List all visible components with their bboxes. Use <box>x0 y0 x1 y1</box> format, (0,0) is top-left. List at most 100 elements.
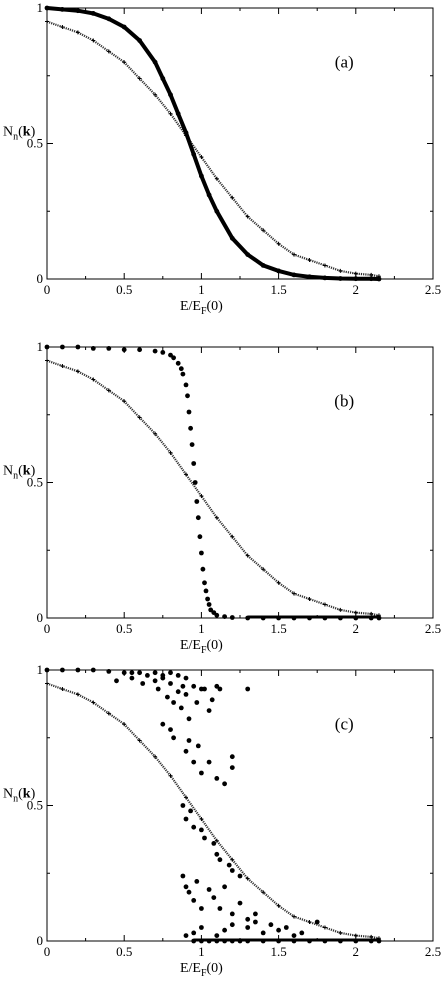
dot-point <box>121 24 127 30</box>
dot-point <box>314 919 320 925</box>
dot-point <box>222 927 228 933</box>
dot-point <box>183 130 189 136</box>
dot-point <box>180 803 186 808</box>
plus-point <box>322 602 327 607</box>
dot-point <box>229 868 235 873</box>
dot-point <box>245 615 251 621</box>
plus-point <box>60 24 65 29</box>
y-axis-label-sub: n <box>13 131 18 142</box>
panel-label: (a) <box>335 53 354 72</box>
dot-point <box>307 615 312 621</box>
dot-point <box>291 272 297 278</box>
dot-point <box>152 348 158 354</box>
dot-point <box>197 534 203 540</box>
dot-point <box>90 346 96 351</box>
dot-point <box>245 252 251 257</box>
y-tick-label: 0 <box>37 933 44 948</box>
y-tick-label: 0.5 <box>27 136 43 151</box>
dot-point <box>283 925 289 930</box>
y-axis-label-close: ) <box>31 786 36 801</box>
plus-point <box>369 272 374 277</box>
dot-point <box>194 499 200 504</box>
series-1 <box>45 19 381 279</box>
panel-label: (c) <box>335 715 354 734</box>
dot-point <box>75 344 81 350</box>
plus-point <box>153 92 158 97</box>
plus-point <box>230 857 235 862</box>
dot-point <box>129 670 135 676</box>
dot-point <box>276 927 281 933</box>
dot-point <box>188 808 194 814</box>
plus-point <box>91 38 96 43</box>
dot-point <box>168 727 173 732</box>
chart-panel-3: 0 0.5 1 1.5 2 2.5 0 0.5 1 (c) E/EF(0) Nn(k) <box>3 662 441 979</box>
plus-point <box>292 914 297 919</box>
dot-point <box>171 700 177 705</box>
dot-point <box>368 938 374 944</box>
dot-point <box>183 382 189 388</box>
dot-point <box>222 614 228 619</box>
dot-point <box>268 922 274 928</box>
series-1 <box>45 681 381 941</box>
dot-point <box>276 615 281 621</box>
plus-point <box>307 597 312 602</box>
dot-point <box>90 11 96 16</box>
x-tick-label: 0.5 <box>116 282 132 297</box>
y-axis-label-bold: k <box>23 786 31 801</box>
dot-point <box>191 683 197 689</box>
dot-point <box>183 692 189 697</box>
plus-point <box>106 711 111 716</box>
dot-point <box>237 900 243 906</box>
y-tick-label: 0 <box>37 271 44 286</box>
dot-point <box>217 857 223 863</box>
y-tick-label: 1 <box>37 662 44 677</box>
x-axis-label-tail: (0) <box>207 961 224 976</box>
dot-point <box>217 686 223 692</box>
plus-point <box>106 388 111 393</box>
dot-point <box>276 268 281 274</box>
y-axis-label-main: N <box>3 463 13 478</box>
y-axis-label-sub: n <box>13 470 18 481</box>
x-tick-label: 0 <box>44 621 51 636</box>
chart-panel-2: 0 0.5 1 1.5 2 2.5 0 0.5 1 (b) E/EF(0) Nn(k) <box>3 339 441 656</box>
x-tick-label: 1 <box>198 282 205 297</box>
x-tick-label: 0 <box>44 944 51 959</box>
dot-point <box>214 683 220 689</box>
x-tick-label: 2 <box>353 621 360 636</box>
x-tick-label: 0 <box>44 282 51 297</box>
dot-point <box>152 670 158 676</box>
y-axis-label-bold: k <box>23 124 31 139</box>
x-axis-label-main: E/E <box>180 299 201 314</box>
dot-point <box>245 916 251 922</box>
dot-point <box>152 678 158 684</box>
plus-point <box>45 681 49 686</box>
y-axis-label-close: ) <box>31 124 36 139</box>
plus-point <box>45 358 49 363</box>
dot-point <box>191 930 197 936</box>
plus-point <box>137 738 142 743</box>
dot-point <box>191 759 197 765</box>
dot-point <box>299 930 305 936</box>
x-tick-label: 1.5 <box>270 621 286 636</box>
dot-point <box>199 770 204 776</box>
dot-point <box>291 615 297 621</box>
plus-point <box>261 228 266 233</box>
dot-point <box>229 615 235 620</box>
dot-point <box>194 700 200 705</box>
dot-point <box>199 173 204 179</box>
x-tick-label: 0.5 <box>116 621 132 636</box>
dot-point <box>168 681 173 686</box>
plus-point <box>261 890 266 895</box>
dot-point <box>160 721 166 727</box>
plus-point <box>292 591 297 596</box>
plus-point <box>369 611 374 616</box>
plus-point <box>369 934 374 939</box>
dot-point <box>245 925 251 930</box>
plus-point <box>245 553 250 558</box>
dot-point <box>200 566 206 572</box>
y-tick-label: 0.5 <box>27 798 43 813</box>
x-axis-label-tail: (0) <box>207 299 224 314</box>
plus-point <box>45 19 49 24</box>
dot-point <box>211 841 217 846</box>
dot-point <box>191 824 197 830</box>
